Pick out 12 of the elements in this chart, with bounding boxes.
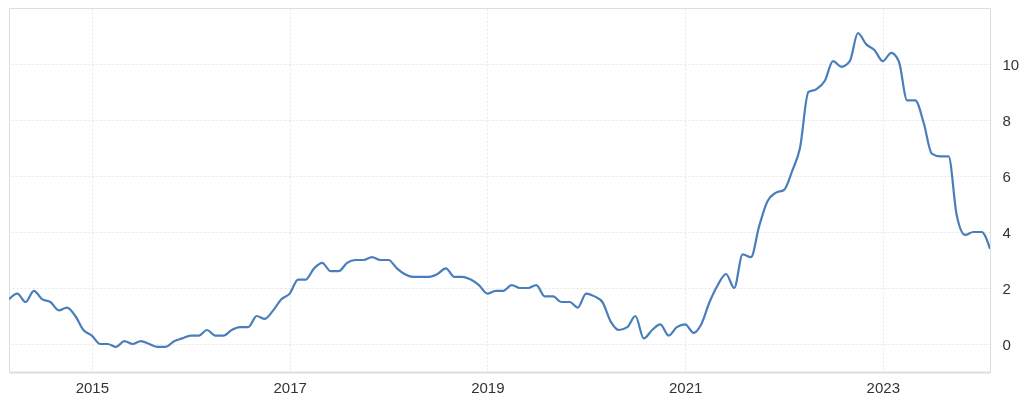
y-tick-label: 8 xyxy=(1002,111,1011,129)
y-tick-label: 0 xyxy=(1002,335,1011,353)
line-series xyxy=(9,32,990,348)
x-tick-label: 2015 xyxy=(75,378,110,396)
y-tick-label: 4 xyxy=(1002,223,1011,241)
x-tick-label: 2021 xyxy=(669,378,703,396)
x-tick-label: 2023 xyxy=(866,378,900,396)
x-tick-label: 2019 xyxy=(471,378,505,396)
y-tick-label: 2 xyxy=(1002,279,1011,297)
y-tick-label: 6 xyxy=(1002,167,1011,185)
x-tick-label: 2017 xyxy=(273,378,307,396)
y-tick-label: 10 xyxy=(1002,55,1020,73)
